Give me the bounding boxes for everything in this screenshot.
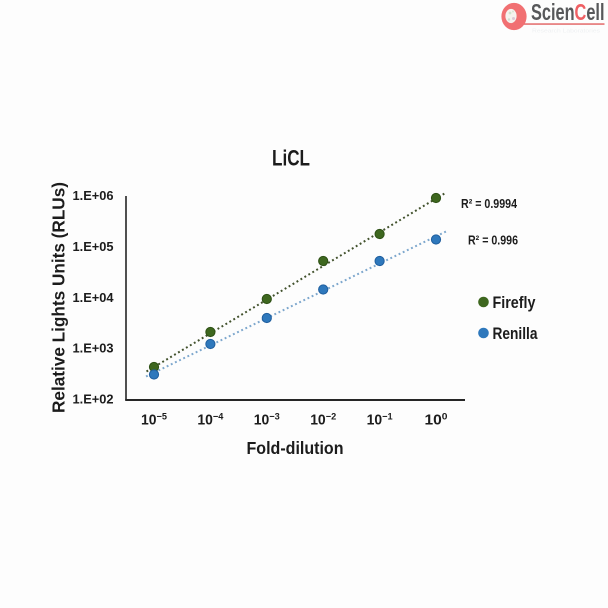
svg-text:1.E+02: 1.E+02	[73, 392, 114, 406]
svg-text:10−3: 10−3	[254, 412, 280, 429]
svg-text:Relative Lights Units (RLUs): Relative Lights Units (RLUs)	[49, 182, 69, 413]
svg-text:1.E+03: 1.E+03	[73, 342, 114, 356]
svg-text:10−5: 10−5	[141, 412, 168, 429]
svg-text:R² = 0.996: R² = 0.996	[468, 234, 518, 248]
svg-text:Firefly: Firefly	[493, 293, 536, 312]
svg-text:10−1: 10−1	[367, 412, 394, 429]
svg-text:R² = 0.9994: R² = 0.9994	[461, 197, 517, 211]
svg-text:10−4: 10−4	[197, 412, 224, 429]
svg-text:Renilla: Renilla	[493, 324, 538, 343]
svg-text:Fold-dilution: Fold-dilution	[247, 438, 344, 458]
svg-text:1.E+06: 1.E+06	[73, 189, 114, 203]
svg-text:LiCL: LiCL	[272, 146, 310, 171]
svg-text:10−2: 10−2	[310, 412, 336, 429]
svg-text:Research Laboratories: Research Laboratories	[532, 29, 600, 35]
svg-text:1.E+05: 1.E+05	[73, 240, 114, 254]
svg-text:100: 100	[425, 412, 448, 429]
svg-text:1.E+04: 1.E+04	[73, 291, 114, 305]
svg-text:ScienCell: ScienCell	[531, 0, 605, 25]
